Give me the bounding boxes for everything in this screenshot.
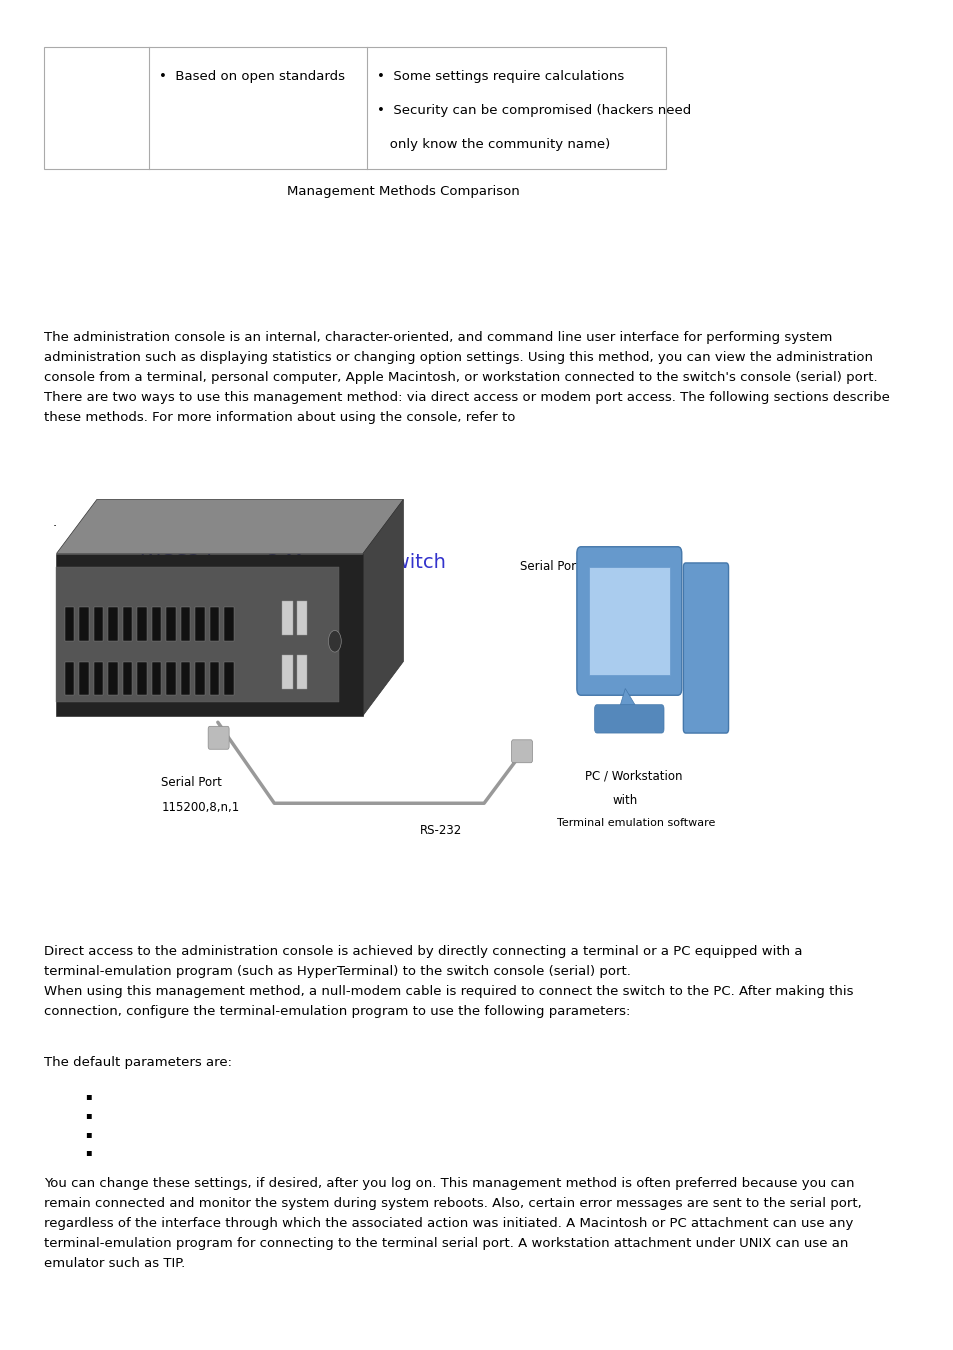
FancyBboxPatch shape xyxy=(577,547,681,695)
Polygon shape xyxy=(617,688,640,716)
FancyBboxPatch shape xyxy=(210,662,219,695)
Text: ▪: ▪ xyxy=(85,1129,91,1138)
Text: PC / Workstation: PC / Workstation xyxy=(584,769,681,783)
Text: Management Methods Comparison: Management Methods Comparison xyxy=(287,185,519,198)
FancyBboxPatch shape xyxy=(123,662,132,695)
Text: •  Security can be compromised (hackers need: • Security can be compromised (hackers n… xyxy=(376,104,690,117)
FancyBboxPatch shape xyxy=(56,554,363,716)
FancyBboxPatch shape xyxy=(180,608,191,641)
FancyBboxPatch shape xyxy=(65,662,74,695)
FancyBboxPatch shape xyxy=(93,662,103,695)
Text: RS-232: RS-232 xyxy=(419,824,461,837)
Text: 115200,8,n,1: 115200,8,n,1 xyxy=(161,801,239,814)
FancyBboxPatch shape xyxy=(195,662,205,695)
FancyBboxPatch shape xyxy=(296,655,307,688)
FancyBboxPatch shape xyxy=(282,601,293,634)
FancyBboxPatch shape xyxy=(588,567,669,675)
Circle shape xyxy=(328,630,341,652)
Text: .: . xyxy=(52,516,56,529)
FancyBboxPatch shape xyxy=(137,662,147,695)
Polygon shape xyxy=(56,500,403,554)
FancyBboxPatch shape xyxy=(79,608,89,641)
FancyBboxPatch shape xyxy=(152,662,161,695)
Text: •  Some settings require calculations: • Some settings require calculations xyxy=(376,70,623,84)
Text: with: with xyxy=(612,794,638,807)
FancyBboxPatch shape xyxy=(166,662,175,695)
FancyBboxPatch shape xyxy=(137,608,147,641)
Text: Terminal emulation software: Terminal emulation software xyxy=(557,818,715,828)
FancyBboxPatch shape xyxy=(93,608,103,641)
FancyBboxPatch shape xyxy=(224,608,233,641)
Text: You can change these settings, if desired, after you log on. This management met: You can change these settings, if desire… xyxy=(45,1177,862,1270)
FancyBboxPatch shape xyxy=(682,563,728,733)
Text: ▪: ▪ xyxy=(85,1110,91,1119)
Text: only know the community name): only know the community name) xyxy=(376,138,609,151)
Text: WGS3 Layer 3 Managed Switch: WGS3 Layer 3 Managed Switch xyxy=(141,554,446,572)
Text: ▪: ▪ xyxy=(85,1148,91,1157)
FancyBboxPatch shape xyxy=(56,567,338,702)
FancyBboxPatch shape xyxy=(123,608,132,641)
Text: Serial Port: Serial Port xyxy=(161,776,222,790)
Text: Direct access to the administration console is achieved by directly connecting a: Direct access to the administration cons… xyxy=(45,945,853,1018)
FancyBboxPatch shape xyxy=(108,608,117,641)
Text: ▪: ▪ xyxy=(85,1091,91,1100)
FancyBboxPatch shape xyxy=(210,608,219,641)
Text: The administration console is an internal, character-oriented, and command line : The administration console is an interna… xyxy=(45,331,889,424)
Polygon shape xyxy=(363,500,403,716)
FancyBboxPatch shape xyxy=(79,662,89,695)
FancyBboxPatch shape xyxy=(195,608,205,641)
FancyBboxPatch shape xyxy=(152,608,161,641)
FancyBboxPatch shape xyxy=(180,662,191,695)
Text: •  Based on open standards: • Based on open standards xyxy=(159,70,345,84)
Bar xyxy=(45,47,665,169)
FancyBboxPatch shape xyxy=(65,608,74,641)
Text: Serial Port: Serial Port xyxy=(519,560,580,574)
FancyBboxPatch shape xyxy=(282,655,293,688)
FancyBboxPatch shape xyxy=(166,608,175,641)
FancyBboxPatch shape xyxy=(108,662,117,695)
FancyBboxPatch shape xyxy=(224,662,233,695)
Text: The default parameters are:: The default parameters are: xyxy=(45,1056,233,1069)
FancyBboxPatch shape xyxy=(594,705,663,733)
FancyBboxPatch shape xyxy=(208,726,229,749)
FancyBboxPatch shape xyxy=(296,601,307,634)
FancyBboxPatch shape xyxy=(511,740,532,763)
